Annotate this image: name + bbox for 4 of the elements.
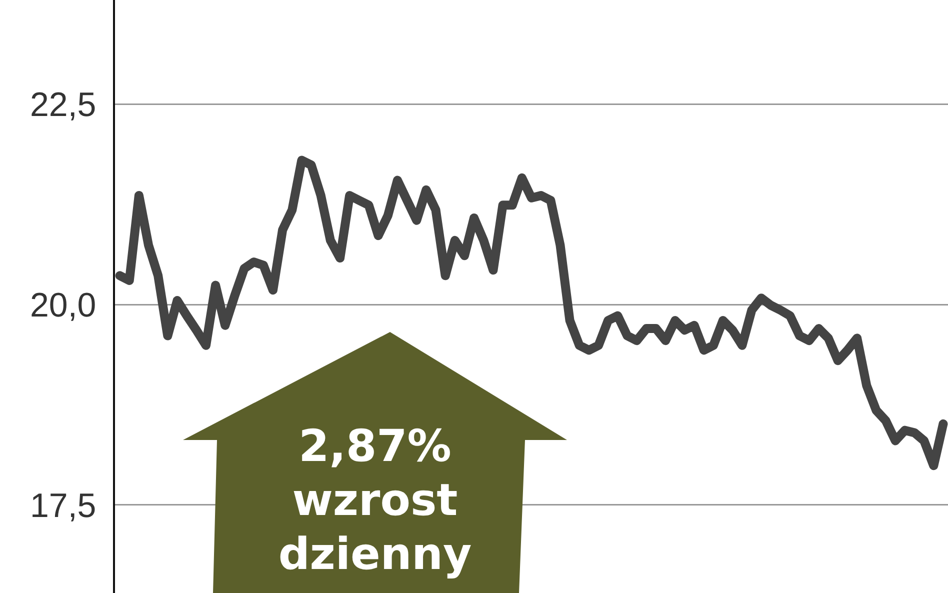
y-tick-label: 22,5	[30, 86, 96, 124]
y-tick-label: 17,5	[30, 486, 96, 525]
annotation: 2,87% wzrost dzienny	[277, 420, 473, 582]
y-tick-label: 20,0	[30, 286, 96, 324]
